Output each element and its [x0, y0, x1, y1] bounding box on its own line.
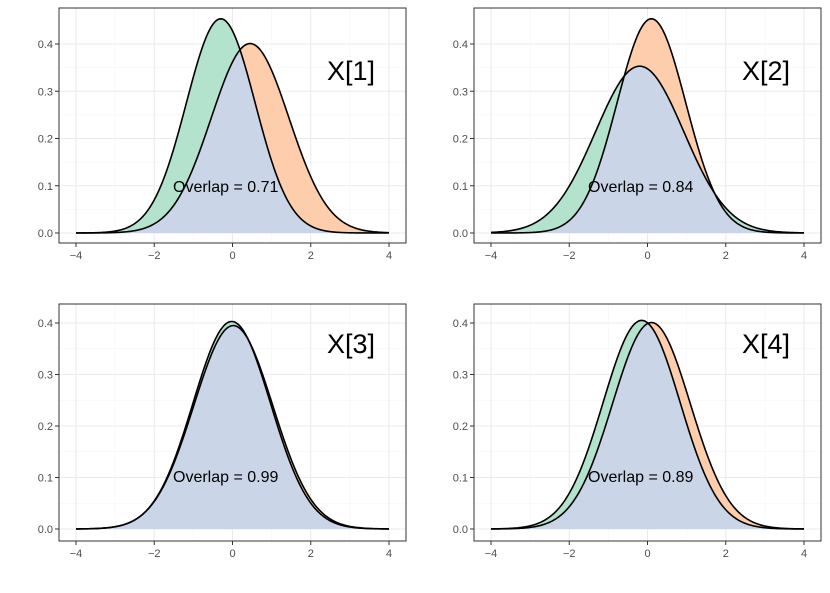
overlap-annotation: Overlap = 0.89 — [588, 469, 694, 486]
x-tick-label: 4 — [386, 250, 392, 262]
overlap-area — [76, 50, 389, 233]
x-tick-label: −2 — [563, 548, 576, 560]
y-tick-label: 0.4 — [38, 318, 53, 330]
overlap-annotation: Overlap = 0.99 — [173, 469, 279, 486]
density-panel-x2: 0.0 0.1 0.2 0.3 0.4 −4 −2 0 2 4 X[2] Overlap = 0.84 — [453, 7, 822, 262]
density-curve-1 — [490, 65, 805, 234]
density-curve-2 — [491, 17, 804, 234]
x-tick-label: 0 — [644, 548, 650, 560]
x-tick-label: 2 — [723, 548, 729, 560]
panel-label: X[2] — [742, 56, 790, 86]
x-tick-label: 4 — [801, 250, 807, 262]
x-tick-label: −2 — [148, 250, 161, 262]
x-tick-label: 4 — [386, 548, 392, 560]
x-tick-label: −2 — [148, 548, 161, 560]
overlap-area — [491, 66, 804, 233]
density-layer — [75, 320, 390, 530]
y-tick-label: 0.3 — [38, 86, 53, 98]
y-tick-label: 0.1 — [38, 473, 53, 485]
y-tick-label: 0.3 — [453, 86, 468, 98]
x-tick-label: −4 — [70, 250, 83, 262]
panel-label: X[1] — [327, 56, 375, 86]
density-curve-2 — [75, 324, 390, 530]
x-tick-label: 2 — [308, 548, 314, 560]
y-tick-label: 0.1 — [453, 473, 468, 485]
x-tick-label: 0 — [229, 548, 235, 560]
density-panel-x4: 0.0 0.1 0.2 0.3 0.4 −4 −2 0 2 4 X[4] Overlap = 0.89 — [453, 303, 822, 560]
y-tick-label: 0.4 — [453, 318, 468, 330]
panel-label: X[4] — [742, 329, 790, 359]
y-tick-label: 0.2 — [38, 134, 53, 146]
x-tick-label: 4 — [801, 548, 807, 560]
y-tick-label: 0.1 — [38, 181, 53, 193]
y-tick-label: 0.1 — [453, 181, 468, 193]
panel-label: X[3] — [327, 329, 375, 359]
y-tick-label: 0.2 — [453, 134, 468, 146]
density-layer — [490, 17, 805, 234]
x-tick-label: 0 — [644, 250, 650, 262]
y-tick-label: 0.0 — [453, 524, 468, 536]
density-layer — [490, 319, 805, 530]
y-tick-label: 0.2 — [38, 421, 53, 433]
y-tick-label: 0.0 — [453, 228, 468, 240]
overlap-area — [491, 323, 804, 529]
y-tick-label: 0.3 — [453, 370, 468, 382]
overlap-annotation: Overlap = 0.71 — [173, 179, 279, 196]
x-tick-label: 2 — [723, 250, 729, 262]
overlap-annotation: Overlap = 0.84 — [588, 179, 694, 196]
x-tick-label: 0 — [229, 250, 235, 262]
y-tick-label: 0.0 — [38, 524, 53, 536]
density-layer — [75, 17, 390, 234]
x-tick-label: −4 — [70, 548, 83, 560]
overlap-area — [76, 325, 389, 529]
y-tick-label: 0.4 — [453, 39, 468, 51]
x-tick-label: −2 — [563, 250, 576, 262]
density-panel-x3: 0.0 0.1 0.2 0.3 0.4 −4 −2 0 2 4 X[3] Overlap = 0.99 — [38, 303, 407, 560]
x-tick-label: −4 — [485, 548, 498, 560]
y-tick-label: 0.0 — [38, 228, 53, 240]
x-tick-label: 2 — [308, 250, 314, 262]
x-tick-label: −4 — [485, 250, 498, 262]
density-curve-2 — [76, 42, 390, 234]
density-curve-1 — [75, 17, 389, 234]
density-panel-x1: 0.0 0.1 0.2 0.3 0.4 −4 −2 0 2 4 X[1] Overlap = 0.71 — [38, 7, 407, 262]
y-tick-label: 0.4 — [38, 39, 53, 51]
y-tick-label: 0.3 — [38, 370, 53, 382]
density-curve-2 — [490, 321, 805, 530]
y-tick-label: 0.2 — [453, 421, 468, 433]
